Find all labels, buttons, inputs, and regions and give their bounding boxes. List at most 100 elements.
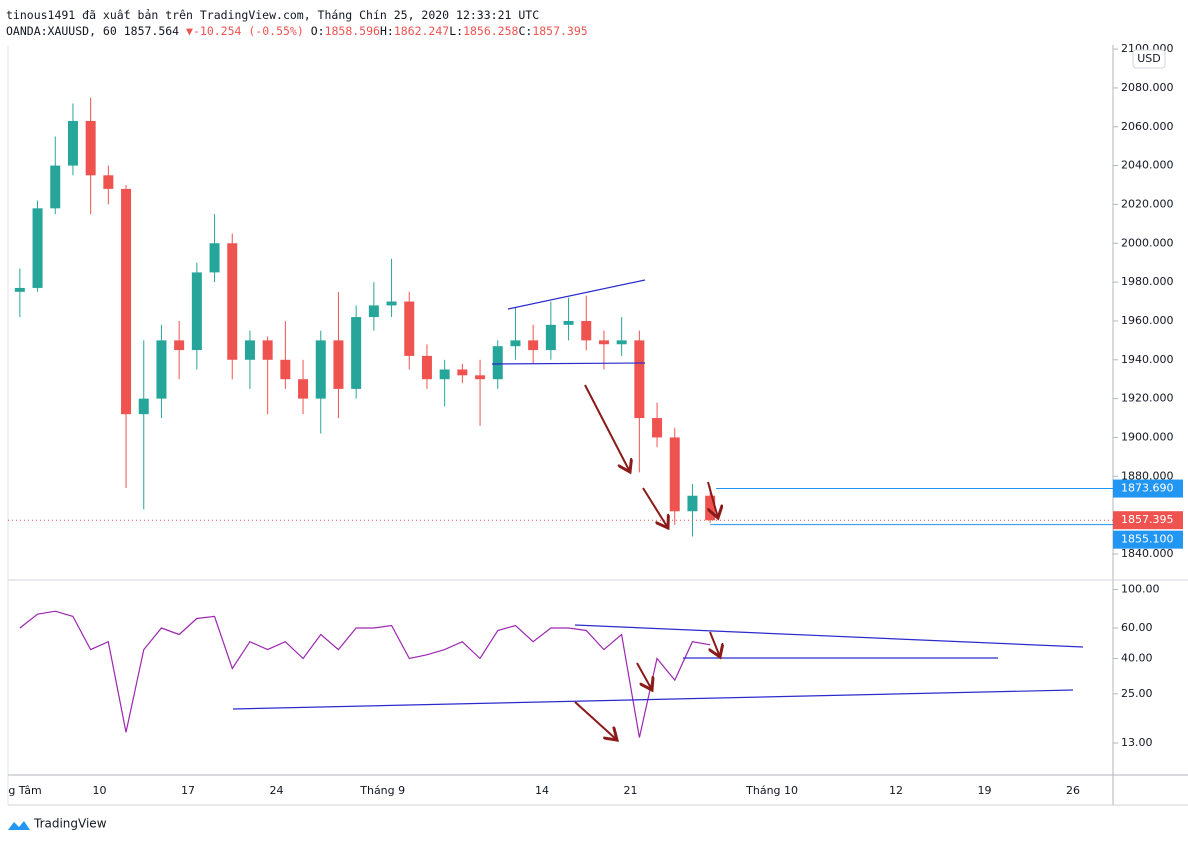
candle-body [32,208,43,288]
byline: tinous1491 đã xuất bản trên TradingView.… [6,8,540,22]
candle-body [191,272,202,351]
candle-body [598,340,609,345]
candle-body [421,355,432,380]
candle-body [156,340,167,399]
arrow [584,384,630,472]
ohlc-key: H: [379,24,394,38]
arrow [636,662,652,690]
candle-body [14,287,25,292]
candle-body [315,340,326,399]
arrow-down: ▼ [186,24,193,38]
rsi-line [19,610,711,738]
y-tick-label: 1960.000 [1121,314,1174,327]
x-tick-label: 21 [624,784,638,797]
trendline [574,624,1084,648]
y-tick-label: 2020.000 [1121,197,1174,210]
last-price-box [1113,511,1183,530]
logo [8,821,30,830]
price-label: 1873.690 [1121,482,1174,495]
candle-body [368,305,379,318]
candle-body [563,320,574,325]
last-price-label: 1857.395 [1121,513,1174,526]
candle-body [386,301,397,306]
y-tick-label: 25.00 [1121,687,1153,700]
candle-body [652,418,663,438]
y-tick-label: 1880.000 [1121,469,1174,482]
trendline [491,362,646,365]
arrow [710,631,720,657]
y-tick-label: 13.00 [1121,736,1153,749]
ohlc-key: O: [310,24,325,38]
y-tick-label: 1920.000 [1121,392,1174,405]
x-tick-label: 17 [181,784,195,797]
y-tick-label: 2000.000 [1121,236,1174,249]
candle-body [528,340,539,351]
x-tick-label: 26 [1066,784,1080,797]
y-tick-label: 2080.000 [1121,81,1174,94]
y-tick-label: 1900.000 [1121,430,1174,443]
x-tick-label: 10 [93,784,107,797]
marks: 2100.0002080.0002060.0002040.0002020.000… [8,42,1183,797]
candle-body [669,437,680,512]
trendline [232,689,1074,710]
candle-body [50,165,61,209]
currency-button[interactable] [1132,49,1166,69]
price-label: 1855.100 [1121,533,1174,546]
ohlc-key: C: [518,24,533,38]
currency-label: USD [1137,52,1161,65]
candle-body [581,320,592,341]
ohlc-key: L: [449,24,464,38]
candle-body [244,340,255,360]
candle-body [510,340,521,347]
candle-body [85,120,96,176]
candle-body [634,340,645,419]
candle-body [439,369,450,380]
brand: TradingView [33,817,107,831]
y-tick-label: 40.00 [1121,651,1153,664]
candle-body [687,495,698,512]
candle-body [262,340,273,360]
ohlc-value: 1857.395 [532,24,588,38]
change: -10.254 (-0.55%) [192,24,304,38]
x-tick-label: 19 [978,784,992,797]
candle-body [545,324,556,351]
last: 1857.564 [123,24,180,38]
x-tick-label: g Tâm [8,784,41,797]
x-tick-label: 12 [889,784,903,797]
candle-body [103,175,114,189]
y-tick-label: 60.00 [1121,621,1153,634]
price-label-box [1113,479,1183,498]
y-tick-label: 2040.000 [1121,159,1174,172]
symbol: OANDA:XAUUSD, 60 [6,24,117,38]
y-tick-label: 1840.000 [1121,547,1174,560]
trendline [507,279,646,310]
candle-body [457,369,468,376]
x-tick-label: Tháng 10 [745,784,798,797]
candle-body [333,340,344,389]
arrows [574,384,720,740]
candle-body [475,375,486,380]
candle-body [298,379,309,399]
candle-body [280,359,291,380]
candle-body [138,398,149,415]
arrow [707,481,718,518]
arrow [642,487,668,528]
arrow [574,701,617,740]
ohlc-value: 1856.258 [463,24,519,38]
trendlines [232,279,1084,710]
ohlc-value: 1862.247 [393,24,450,38]
legend-row: OANDA:XAUUSD, 60 1857.564 ▼-10.254 (-0.5… [6,24,588,38]
candle-body [351,317,362,389]
y-tick-label: 2060.000 [1121,120,1174,133]
ohlc-value: 1858.596 [324,24,380,38]
x-tick-label: 24 [270,784,284,797]
candle-body [174,340,185,351]
candle-body [67,120,78,166]
candle-body [616,340,627,345]
candle-body [209,243,220,273]
candle-body [404,301,415,356]
candle-body [121,188,132,415]
